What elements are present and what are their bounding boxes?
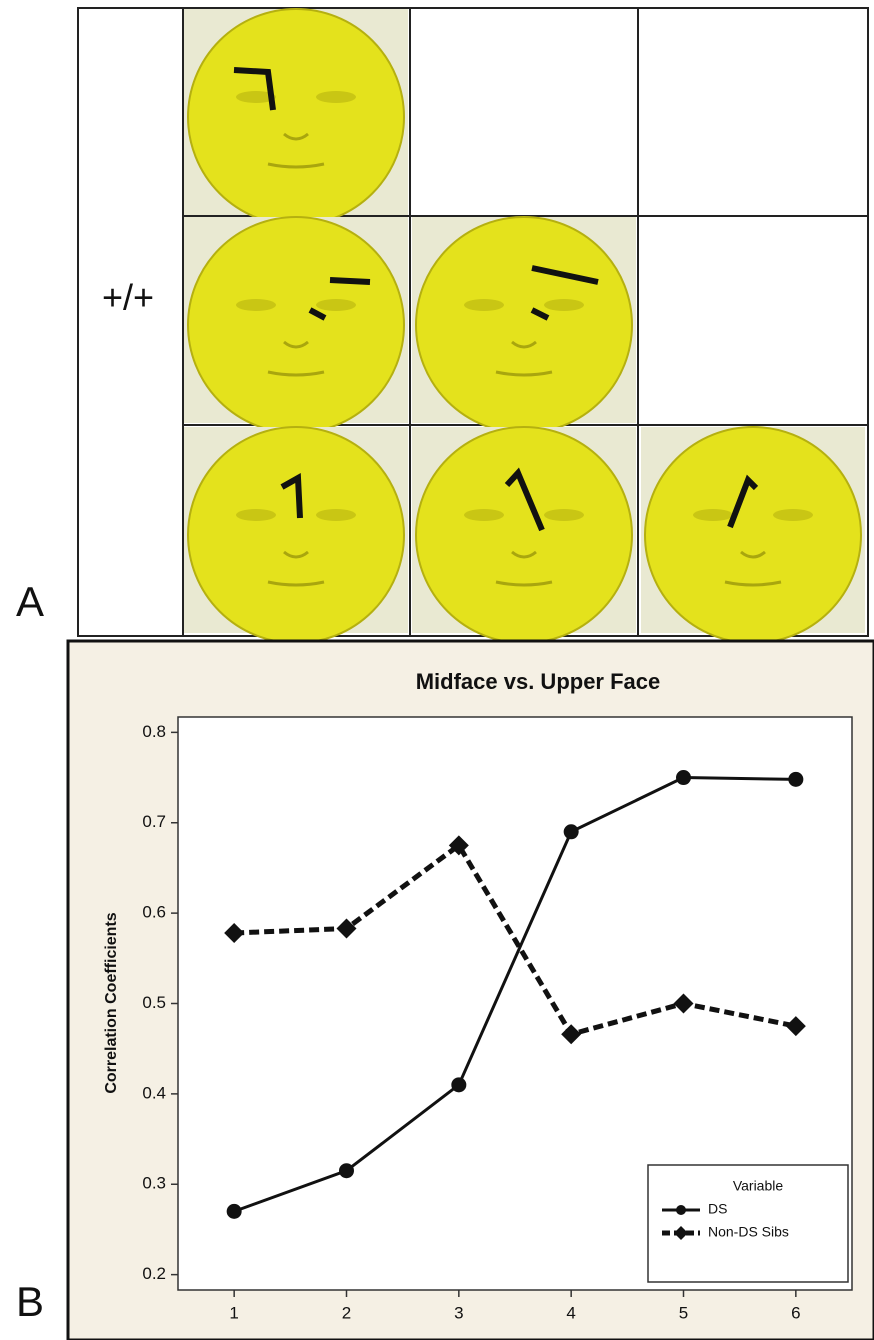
y-axis-label: Correlation Coefficients bbox=[103, 912, 120, 1093]
landmark-line bbox=[530, 307, 550, 321]
legend-label: Non-DS Sibs bbox=[708, 1224, 789, 1240]
landmark-line bbox=[233, 67, 276, 111]
face bbox=[415, 216, 633, 434]
face-images bbox=[184, 8, 865, 644]
panel-label: A bbox=[16, 578, 44, 625]
y-tick-label: 0.4 bbox=[142, 1083, 166, 1102]
eye bbox=[316, 509, 356, 521]
marker-circle bbox=[339, 1163, 354, 1179]
face-image bbox=[412, 216, 636, 434]
panel-label: B bbox=[16, 1278, 44, 1325]
x-tick-label: 4 bbox=[566, 1303, 575, 1322]
series-line bbox=[234, 841, 797, 1038]
nose bbox=[511, 550, 537, 559]
eye bbox=[773, 509, 813, 521]
marker-diamond bbox=[673, 993, 694, 1014]
mouth bbox=[267, 370, 325, 377]
legend-marker bbox=[674, 1226, 688, 1240]
marker-diamond bbox=[448, 835, 469, 856]
mouth bbox=[267, 162, 325, 169]
legend-label: DS bbox=[708, 1201, 727, 1217]
face bbox=[187, 8, 405, 226]
x-tick-label: 5 bbox=[679, 1303, 688, 1322]
face bbox=[187, 426, 405, 644]
y-tick-label: 0.2 bbox=[142, 1264, 166, 1283]
y-tick-label: 0.7 bbox=[142, 812, 166, 831]
eye bbox=[464, 299, 504, 311]
landmark-line bbox=[280, 473, 303, 519]
mouth bbox=[495, 580, 553, 587]
mouth bbox=[267, 580, 325, 587]
legend-title: Variable bbox=[733, 1178, 784, 1194]
marker-diamond bbox=[336, 918, 357, 939]
marker-circle bbox=[226, 1203, 242, 1219]
series-line bbox=[233, 776, 796, 1213]
marker-diamond bbox=[785, 1016, 806, 1037]
y-tick-label: 0.5 bbox=[142, 993, 166, 1012]
nose bbox=[283, 340, 309, 349]
x-tick-label: 1 bbox=[229, 1303, 238, 1322]
marker-circle bbox=[563, 824, 579, 840]
face-image bbox=[184, 426, 408, 644]
eye bbox=[316, 299, 356, 311]
marker-diamond bbox=[561, 1024, 582, 1045]
landmark-line bbox=[504, 467, 545, 532]
nose bbox=[283, 550, 309, 559]
mouth bbox=[495, 370, 553, 377]
marker-diamond bbox=[224, 923, 245, 944]
mouth bbox=[724, 580, 782, 587]
marker-circle bbox=[451, 1077, 467, 1093]
marker-circle bbox=[788, 771, 804, 787]
face bbox=[415, 426, 633, 644]
eye bbox=[236, 509, 276, 521]
landmark-line bbox=[329, 277, 371, 285]
x-tick-label: 6 bbox=[791, 1303, 800, 1322]
legend-box bbox=[647, 1164, 849, 1283]
y-tick-label: 0.3 bbox=[142, 1174, 166, 1193]
x-tick-label: 2 bbox=[342, 1303, 351, 1322]
y-tick-label: 0.8 bbox=[142, 722, 166, 741]
marker-circle bbox=[676, 770, 691, 786]
eye bbox=[693, 509, 733, 521]
genotype-label: +/+ bbox=[102, 277, 154, 318]
eye bbox=[544, 509, 584, 521]
nose bbox=[511, 340, 537, 349]
x-tick-label: 3 bbox=[454, 1303, 463, 1322]
chart-title: Midface vs. Upper Face bbox=[416, 669, 661, 694]
landmark-line bbox=[531, 265, 599, 285]
legend-marker bbox=[676, 1205, 686, 1215]
eye bbox=[544, 299, 584, 311]
eye bbox=[236, 91, 276, 103]
chart: 0.2 0.3 0.4 0.5 0.6 0.7 0.8 1 2 3 4 5 6 Variable DS Non… bbox=[142, 722, 849, 1322]
face-image bbox=[184, 8, 408, 226]
eye bbox=[236, 299, 276, 311]
face bbox=[644, 426, 862, 644]
face-image bbox=[641, 426, 865, 644]
eye bbox=[316, 91, 356, 103]
nose bbox=[283, 132, 309, 141]
landmark-line bbox=[308, 307, 327, 321]
face-image bbox=[412, 426, 636, 644]
y-tick-label: 0.6 bbox=[142, 903, 166, 922]
face bbox=[187, 216, 405, 434]
eye bbox=[464, 509, 504, 521]
face-image bbox=[184, 216, 408, 434]
nose bbox=[740, 550, 766, 559]
landmark-line bbox=[727, 474, 759, 529]
